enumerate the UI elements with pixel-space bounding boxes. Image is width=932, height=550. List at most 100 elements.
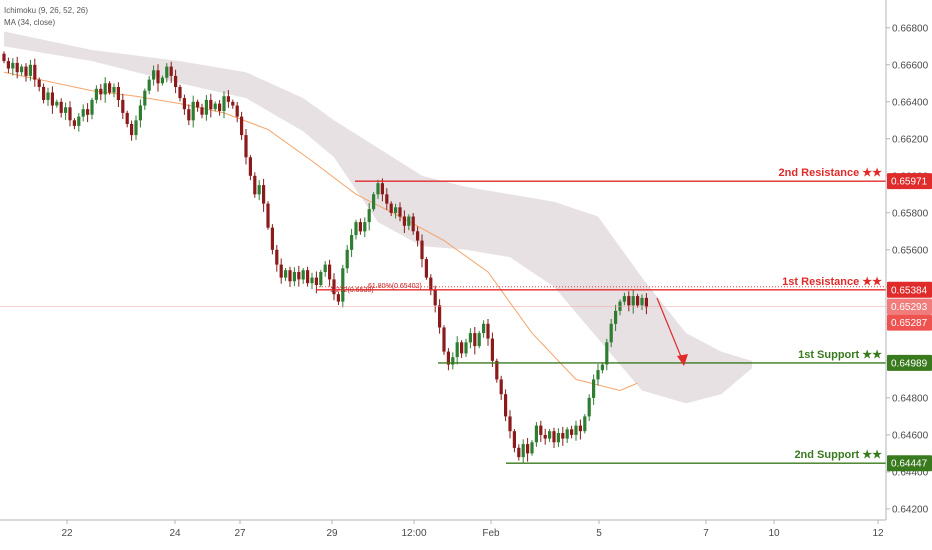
y-tick-label: 0.66400 <box>892 97 929 108</box>
candle-body <box>376 183 380 195</box>
candles <box>2 51 648 463</box>
level-price-tag-text: 0.64447 <box>891 459 928 470</box>
price-tag <box>887 314 932 331</box>
candle-body <box>336 294 340 302</box>
fib-label-2: 61.80%(0.65402) <box>368 283 422 290</box>
annotations: 1.272(0.6538) 61.80%(0.65402) <box>330 283 688 366</box>
candle-body <box>473 333 477 347</box>
candle-body <box>108 83 112 93</box>
fib-label-1: 1.272(0.6538) <box>330 287 374 294</box>
candle-body <box>477 333 481 347</box>
candle-body <box>407 216 411 226</box>
candle-body <box>90 99 94 115</box>
candle-body <box>548 431 552 439</box>
x-axis[interactable]: 22 24 27 29 12:00 Feb 5 7 10 12 <box>61 520 884 539</box>
candle-body <box>429 277 433 291</box>
candle-body <box>600 364 604 371</box>
candle-body <box>341 268 345 302</box>
x-tick-label: 7 <box>703 528 709 539</box>
candle-body <box>253 175 257 195</box>
candle-body <box>262 185 266 204</box>
candle-body <box>24 66 28 76</box>
forecast-arrow-line <box>656 297 685 365</box>
x-tick-label: 22 <box>61 528 73 539</box>
level-label[interactable]: 1st Resistance ★★ <box>782 276 882 288</box>
candle-body <box>130 124 134 136</box>
candle-body <box>512 431 516 448</box>
y-tick-label: 0.64400 <box>892 467 929 478</box>
candle-body <box>411 216 415 232</box>
level-label[interactable]: 2nd Support ★★ <box>794 449 882 461</box>
candle-body <box>200 107 204 115</box>
x-tick-label: 5 <box>596 528 602 539</box>
candle-body <box>28 64 32 76</box>
plot-area[interactable] <box>0 0 886 520</box>
level-price-tag <box>887 455 932 472</box>
candle-body <box>112 87 116 93</box>
candle-body <box>213 103 217 110</box>
level-label[interactable]: 1st Support ★★ <box>798 349 882 361</box>
candle-body <box>2 53 6 62</box>
level-price-tag <box>887 354 932 371</box>
candle-body <box>231 101 235 106</box>
level-label[interactable]: 2nd Resistance ★★ <box>779 167 883 179</box>
candle-body <box>539 425 543 435</box>
candle-body <box>609 323 613 343</box>
candle-body <box>486 323 490 339</box>
candle-body <box>583 416 587 432</box>
candle-body <box>508 416 512 432</box>
candle-body <box>266 203 270 228</box>
candle-body <box>592 379 596 398</box>
price-tags: 0.65971 0.65384 0.64989 0.64447 0.65293 0.652… <box>887 173 932 472</box>
candle-body <box>499 379 503 395</box>
candle-body <box>147 79 151 91</box>
level-price-tag <box>887 281 932 298</box>
candle-body <box>644 297 648 308</box>
y-tick-label: 0.65800 <box>892 208 929 219</box>
candle-body <box>482 323 486 334</box>
candle-body <box>556 433 560 443</box>
candle-body <box>464 342 468 354</box>
candle-body <box>103 83 107 95</box>
level-price-tag <box>887 173 932 190</box>
candle-body <box>574 425 578 435</box>
levels: 2nd Resistance ★★ 1st Resistance ★★ 1st Su… <box>0 167 886 464</box>
x-tick-label: 27 <box>234 528 246 539</box>
candle-body <box>297 272 301 280</box>
candle-body <box>187 109 191 121</box>
candle-body <box>77 116 81 126</box>
candle-body <box>517 447 521 458</box>
candle-body <box>468 333 472 343</box>
indicator-label-ma[interactable]: MA (34, close) <box>4 18 55 27</box>
y-tick-label: 0.66800 <box>892 23 929 34</box>
candle-body <box>570 429 574 435</box>
candle-body <box>345 249 349 269</box>
candle-body <box>248 157 252 176</box>
candle-body <box>534 425 538 443</box>
candle-body <box>270 227 274 250</box>
price-tag <box>887 298 932 315</box>
candle-body <box>398 207 402 217</box>
candle-body <box>81 109 85 117</box>
candle-body <box>495 360 499 380</box>
indicator-label-ichimoku[interactable]: Ichimoku (9, 26, 52, 26) <box>4 6 88 15</box>
candle-body <box>323 264 327 272</box>
candle-body <box>134 120 138 136</box>
candle-body <box>33 64 37 80</box>
candle-body <box>565 429 569 439</box>
candle-body <box>46 92 50 100</box>
candle-body <box>394 207 398 213</box>
candle-body <box>37 79 41 87</box>
candle-body <box>121 99 125 113</box>
candle-body <box>587 397 591 417</box>
x-tick-label: 10 <box>768 528 780 539</box>
candle-body <box>636 296 640 306</box>
y-tick-label: 0.65600 <box>892 245 929 256</box>
candle-body <box>6 61 10 69</box>
candle-body <box>275 249 279 265</box>
candle-body <box>433 290 437 306</box>
y-axis[interactable]: 0.668000.666000.664000.662000.660000.658… <box>886 23 929 515</box>
candle-body <box>389 203 393 213</box>
